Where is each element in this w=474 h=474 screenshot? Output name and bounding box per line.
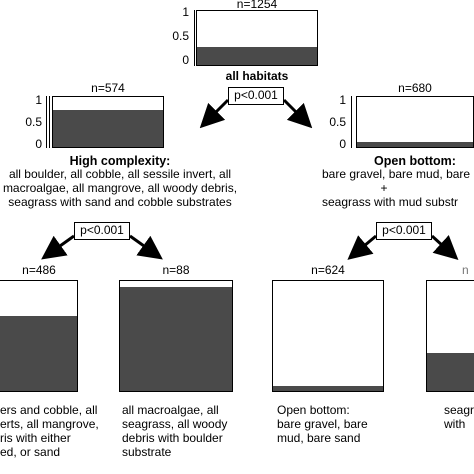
right-axis-tick-1: 1: [339, 93, 346, 107]
right-axis-line: [351, 96, 352, 148]
left-axis-line-a: [46, 96, 47, 148]
left-desc-line-2: macroalgae, all mangrove, all woody debr…: [2, 181, 238, 195]
left-title: High complexity:: [69, 154, 171, 168]
right-n-label: n=680: [398, 81, 432, 95]
leaf-4-n-label: n: [462, 263, 469, 277]
leaf-3-desc-line-3: mud, bare sand: [277, 431, 361, 445]
right-proportion-box: [356, 96, 474, 148]
leaf-4-proportion-fill: [427, 352, 474, 391]
left-desc-line-1: all boulder, all cobble, all sessile inv…: [8, 167, 232, 181]
leaf-1-n-label: n=486: [22, 263, 56, 277]
leaf-1-proportion-fill: [0, 316, 77, 391]
right-axis-tick-05: 0.5: [329, 115, 346, 129]
leaf-4-proportion-box: [426, 280, 474, 392]
left-n-label: n=574: [91, 81, 125, 95]
left-desc-line-3: seagrass with sand and cobble substrates: [8, 195, 232, 209]
right-desc-line-3: seagrass with mud substr: [322, 196, 459, 209]
right-p-value: p<0.001: [376, 222, 432, 240]
leaf-1-desc-line-4: ed, or sand: [0, 445, 61, 459]
leaf-1-desc-line-3: ris with either: [0, 431, 71, 445]
left-axis-tick-1: 1: [35, 93, 42, 107]
left-axis-line-b: [49, 96, 50, 148]
arrow-root-right: [282, 98, 313, 129]
leaf-2-desc-line-4: substrate: [122, 445, 172, 459]
left-p-value: p<0.001: [74, 222, 130, 240]
root-p-value: p<0.001: [228, 87, 284, 105]
leaf-3-proportion-fill: [273, 385, 383, 391]
arrow-right-leaf3: [347, 234, 377, 260]
right-axis-tick-0: 0: [339, 137, 346, 151]
leaf-2-n-label: n=88: [162, 263, 190, 277]
root-axis-tick-05: 0.5: [172, 29, 189, 43]
root-axis-tick-0: 0: [182, 53, 189, 67]
right-desc-line-1: bare gravel, bare mud, bare: [322, 168, 471, 181]
leaf-3-desc-line-1: Open bottom:: [277, 403, 350, 417]
root-axis-line: [194, 10, 195, 66]
leaf-4-desc-line-2: with: [444, 418, 466, 431]
leaf-2-desc-line-2: seagrass, all woody: [122, 417, 228, 431]
arrow-left-leaf2: [129, 234, 163, 260]
right-desc-plus: +: [380, 181, 388, 195]
root-title: all habitats: [225, 69, 289, 83]
leaf-4-desc-line-1: seagr: [444, 404, 474, 417]
leaf-1-desc-line-1: ers and cobble, all: [0, 403, 98, 417]
left-axis-tick-0: 0: [35, 137, 42, 151]
leaf-3-desc-line-2: bare gravel, bare: [277, 417, 368, 431]
leaf-3-proportion-box: [272, 280, 384, 392]
root-proportion-fill: [197, 46, 317, 65]
leaf-3-n-label: n=624: [311, 263, 345, 277]
root-proportion-box: [196, 10, 318, 66]
right-proportion-fill: [357, 142, 473, 147]
left-axis-tick-05: 0.5: [25, 115, 42, 129]
left-proportion-box: [52, 96, 164, 148]
leaf-2-desc-line-1: all macroalgae, all: [122, 403, 219, 417]
leaf-2-proportion-box: [119, 280, 233, 392]
leaf-2-desc-line-3: debris with boulder: [122, 431, 223, 445]
leaf-2-proportion-fill: [120, 286, 232, 391]
leaf-1-proportion-box: [0, 280, 78, 392]
arrow-root-left: [199, 98, 230, 129]
right-title: Open bottom:: [374, 154, 456, 168]
left-proportion-fill: [53, 110, 163, 147]
root-axis-tick-1: 1: [182, 5, 189, 19]
arrow-right-leaf4: [430, 234, 459, 261]
root-n-label: n=1254: [236, 0, 278, 11]
arrow-left-leaf1: [41, 234, 75, 260]
leaf-1-desc-line-2: erts, all mangrove,: [0, 417, 99, 431]
